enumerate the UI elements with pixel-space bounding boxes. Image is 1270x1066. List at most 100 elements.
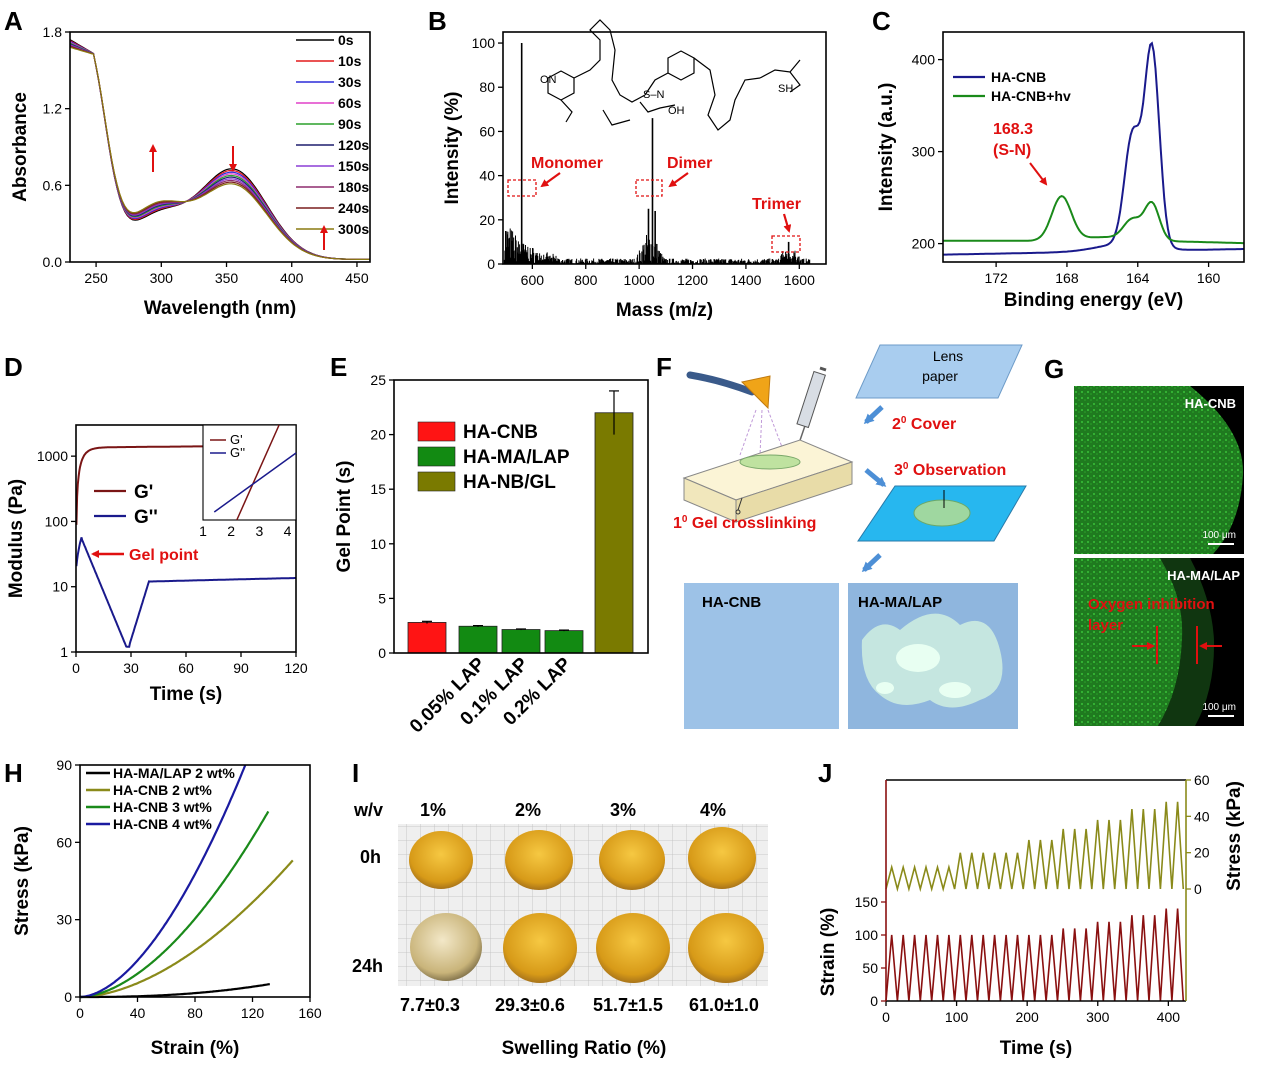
series-line-60s (69, 41, 370, 260)
legend-label-2: HA-NB/GL (463, 472, 556, 493)
gel-1-0h (409, 831, 473, 889)
annotation-monomer: Monomer (531, 155, 603, 172)
panel-label-d: D (4, 352, 23, 382)
panel-label-j: J (818, 758, 832, 788)
series-line-gdoubleprime (75, 537, 296, 648)
panel-j: J 0 100 200 300 400 0 50 100 150 0 20 40 60 Time (s) S… (818, 758, 1245, 1059)
step-3-observation: 30 Observation (894, 461, 1006, 479)
arrow-cover (863, 405, 884, 425)
x-tick-label: 250 (84, 270, 108, 286)
y-tick-label: 200 (912, 236, 936, 252)
micrograph-ha-ma-lap: HA-MA/LAP (848, 583, 1018, 729)
molecule-structure (547, 19, 801, 131)
y-tick-label-left: 50 (862, 960, 878, 976)
y-tick-label-right: 40 (1194, 808, 1210, 824)
legend-label-0: HA-CNB (463, 422, 538, 443)
ratio-4: 61.0±1.0 (689, 995, 759, 1015)
x-tick-label: 80 (187, 1005, 203, 1021)
inset-x-tick: 3 (255, 523, 263, 539)
step-1-crosslinking: 10 Gel crosslinking (673, 514, 816, 532)
annotation-oxygen-2: layer (1088, 617, 1123, 634)
y-tick-label: 1000 (37, 448, 68, 464)
panel-label-e: E (330, 352, 347, 382)
gel-4-0h (688, 827, 756, 889)
col-4: 4% (700, 800, 726, 820)
panel-label-i: I (352, 758, 359, 788)
annotation-sn: (S-N) (993, 142, 1031, 159)
wv-label: w/v (353, 800, 383, 820)
panel-label-f: F (656, 352, 672, 382)
annotation-trimer: Trimer (752, 196, 801, 213)
bar-0.2% LAP (544, 630, 584, 654)
x-tick-label: 600 (521, 272, 545, 288)
annotation-dimer: Dimer (667, 155, 712, 172)
legend-label-1: HA-MA/LAP (463, 447, 570, 468)
arrow-dimer (668, 172, 689, 188)
row-24h: 24h (352, 956, 383, 976)
x-axis-title: Mass (m/z) (616, 300, 713, 321)
y-tick-label: 20 (370, 427, 386, 443)
series-line-ha-cnb-hv (943, 195, 1244, 245)
mol-oh-label: OH (668, 105, 685, 117)
y-axis-title: Stress (kPa) (12, 826, 33, 936)
gel-3-24h (596, 913, 670, 983)
legend-swatch-2 (417, 471, 456, 492)
legend-label-gdoubleprime: G'' (134, 507, 158, 528)
chart-b: 600 800 1000 1200 1400 1600 0 20 40 60 80 100 Mass (… (442, 31, 827, 321)
plot-frame (393, 379, 649, 654)
series-line-300s (69, 46, 370, 260)
bar-0.1% LAP (501, 629, 541, 654)
arrow-sn (1029, 162, 1048, 186)
legend-label-30s: 30s (338, 74, 362, 90)
series-line-2 (80, 810, 270, 999)
bar-HA-CNB (407, 622, 447, 654)
legend-label-90s: 90s (338, 116, 362, 132)
scalebar-bottom: 100 μm (1202, 702, 1236, 713)
mol-sn-label: S–N (643, 89, 664, 101)
bar-HA-NB/GL (594, 412, 634, 654)
x-tick-label: 300 (150, 270, 174, 286)
x-tick-label: 160 (298, 1005, 322, 1021)
y-tick-label: 60 (479, 123, 495, 139)
x-tick-label: 172 (984, 270, 1008, 286)
y-tick-label: 10 (52, 579, 68, 595)
y-tick-label: 40 (479, 168, 495, 184)
spectrum-baseline (503, 228, 811, 264)
annotation-168: 168.3 (993, 121, 1033, 138)
x-tick-label: 300 (1086, 1009, 1110, 1025)
inset-legend-gdp-label: G'' (230, 445, 245, 460)
annotation-gel-point: Gel point (129, 547, 199, 564)
gel-2-0h (505, 830, 573, 890)
chart-a: 0s 10s 30s 60s 90s 120s 150s 180s 240s 300s 250 300… (10, 24, 371, 319)
x-tick-label: 400 (280, 270, 304, 286)
label-ha-ma-lap: HA-MA/LAP (1167, 568, 1240, 583)
y-tick-label: 100 (45, 513, 69, 529)
x-tick-label: 40 (130, 1005, 146, 1021)
y-tick-label: 20 (479, 212, 495, 228)
dashed-box-2 (771, 235, 801, 253)
x-tick-label: 1200 (677, 272, 708, 288)
gel-4-24h (688, 913, 764, 983)
inset-gprime (236, 424, 280, 521)
label-ha-cnb: HA-CNB (1185, 396, 1236, 411)
col-3: 3% (610, 800, 636, 820)
scalebar-top: 100 μm (1202, 530, 1236, 541)
chart-h: HA-MA/LAP 2 wt%HA-CNB 2 wt%HA-CNB 3 wt%H… (12, 757, 322, 1059)
legend-label-180s: 180s (338, 179, 369, 195)
gel-2-24h (503, 913, 577, 983)
ratio-2: 29.3±0.6 (495, 995, 565, 1015)
panel-label-g: G (1044, 354, 1064, 384)
x-axis-title: Time (s) (150, 684, 223, 705)
y-tick-label: 400 (912, 52, 936, 68)
x-axis-title: Time (s) (1000, 1038, 1073, 1059)
y-tick-label: 90 (56, 757, 72, 773)
inset-frame (202, 424, 297, 521)
legend-label-2: HA-CNB 3 wt% (113, 799, 212, 815)
y-tick-label-right: 20 (1194, 845, 1210, 861)
y-tick-label: 80 (479, 79, 495, 95)
legend-label-1: HA-CNB+hv (991, 88, 1071, 104)
